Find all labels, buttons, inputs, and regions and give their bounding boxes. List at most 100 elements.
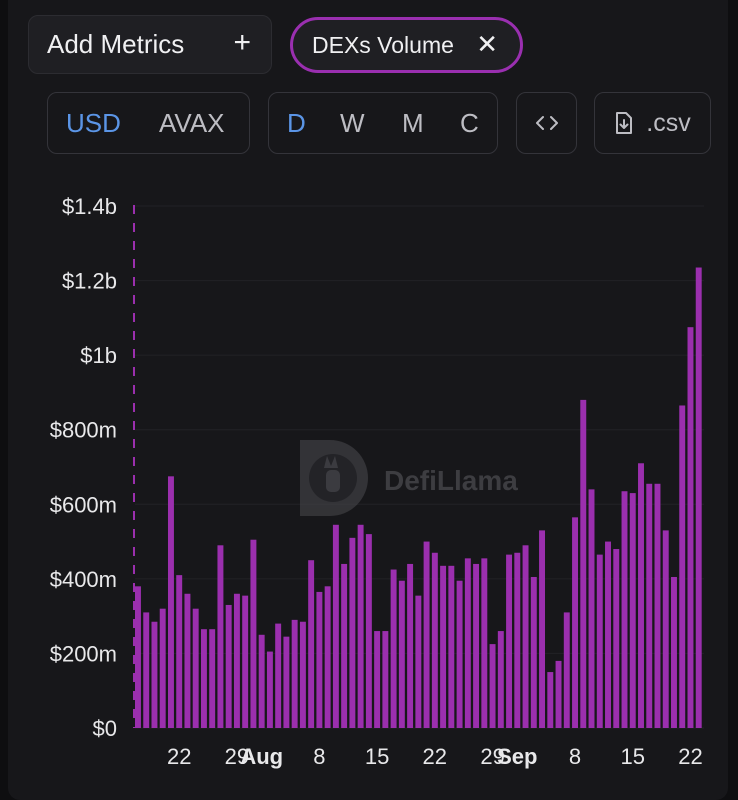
bar[interactable] xyxy=(456,580,463,728)
llama-logo xyxy=(300,440,368,516)
code-icon xyxy=(535,116,558,130)
bar[interactable] xyxy=(440,565,447,728)
add-metrics-button[interactable]: Add Metrics + xyxy=(28,15,272,74)
bar[interactable] xyxy=(209,629,216,728)
metric-chip-dexs-volume[interactable]: DEXs Volume ✕ xyxy=(290,17,523,73)
bar[interactable] xyxy=(258,634,265,728)
bar[interactable] xyxy=(646,483,653,728)
bar[interactable] xyxy=(415,595,422,728)
bar[interactable] xyxy=(299,621,306,728)
bar[interactable] xyxy=(151,621,158,728)
bar[interactable] xyxy=(250,539,257,728)
x-tick-label: 22 xyxy=(423,744,447,769)
y-tick-label: $1.4b xyxy=(62,194,117,219)
bar[interactable] xyxy=(629,493,636,728)
file-download-icon xyxy=(616,112,633,134)
bar[interactable] xyxy=(242,595,249,728)
bar[interactable] xyxy=(192,608,199,728)
period-option-c[interactable]: C xyxy=(460,108,479,138)
close-icon[interactable]: ✕ xyxy=(476,29,498,59)
bar[interactable] xyxy=(349,537,356,728)
bar[interactable] xyxy=(572,517,578,728)
period-option-w[interactable]: W xyxy=(340,108,365,138)
bar[interactable] xyxy=(200,629,207,728)
x-tick-label: 8 xyxy=(569,744,581,769)
csv-label: .csv xyxy=(646,108,691,137)
bar[interactable] xyxy=(184,593,191,728)
bar[interactable] xyxy=(654,483,661,728)
bar[interactable] xyxy=(687,327,694,728)
bar[interactable] xyxy=(217,545,224,728)
currency-toggle: USD AVAX xyxy=(47,92,250,154)
bar[interactable] xyxy=(679,405,686,728)
bar[interactable] xyxy=(374,631,381,728)
bar[interactable] xyxy=(530,576,537,728)
bar[interactable] xyxy=(275,623,282,728)
x-tick-label: 15 xyxy=(365,744,389,769)
bar[interactable] xyxy=(159,608,166,728)
bar[interactable] xyxy=(489,644,496,728)
bar[interactable] xyxy=(563,612,570,728)
bar[interactable] xyxy=(308,560,315,728)
bar[interactable] xyxy=(506,554,513,728)
bar[interactable] xyxy=(407,563,414,728)
bar[interactable] xyxy=(522,545,529,728)
bar[interactable] xyxy=(596,554,603,728)
bar[interactable] xyxy=(390,569,397,728)
period-option-d[interactable]: D xyxy=(287,108,306,138)
bar[interactable] xyxy=(176,575,183,728)
download-csv-button[interactable]: .csv xyxy=(594,92,711,154)
bar[interactable] xyxy=(143,612,150,728)
bar[interactable] xyxy=(588,489,595,728)
bar[interactable] xyxy=(539,530,546,728)
bar[interactable] xyxy=(365,534,372,728)
x-tick-label: 22 xyxy=(678,744,702,769)
currency-option-usd[interactable]: USD xyxy=(66,108,121,138)
bar[interactable] xyxy=(382,631,389,728)
x-tick-label: 8 xyxy=(313,744,325,769)
bars xyxy=(135,267,702,728)
bar[interactable] xyxy=(283,636,290,728)
bar[interactable] xyxy=(291,619,298,728)
bar[interactable] xyxy=(555,660,562,728)
metric-chip-label: DEXs Volume xyxy=(312,31,454,58)
bar[interactable] xyxy=(341,563,348,728)
bar[interactable] xyxy=(638,463,644,728)
bar[interactable] xyxy=(613,549,620,728)
bar[interactable] xyxy=(448,565,455,728)
bar[interactable] xyxy=(135,586,141,728)
bar[interactable] xyxy=(481,558,488,728)
x-tick-label: 29 xyxy=(480,744,504,769)
bar[interactable] xyxy=(332,524,339,728)
bar[interactable] xyxy=(547,672,554,728)
bar[interactable] xyxy=(233,593,240,728)
bar[interactable] xyxy=(662,530,669,728)
bar[interactable] xyxy=(464,558,471,728)
currency-option-avax[interactable]: AVAX xyxy=(159,108,225,138)
x-tick-label: Aug xyxy=(240,744,283,769)
bar[interactable] xyxy=(580,399,587,728)
add-metrics-label: Add Metrics xyxy=(47,29,185,59)
y-tick-label: $600m xyxy=(50,492,117,517)
bar[interactable] xyxy=(423,541,430,728)
bar[interactable] xyxy=(473,563,480,728)
bar[interactable] xyxy=(514,552,521,728)
bar[interactable] xyxy=(671,576,677,728)
bar[interactable] xyxy=(266,651,273,728)
bar[interactable] xyxy=(398,580,405,728)
defillama-watermark: DefiLlama xyxy=(300,440,518,516)
embed-button[interactable] xyxy=(516,92,577,154)
bar[interactable] xyxy=(621,491,628,728)
plus-icon: + xyxy=(233,26,251,59)
bar[interactable] xyxy=(431,552,438,728)
bar[interactable] xyxy=(324,586,331,728)
bar[interactable] xyxy=(605,541,611,728)
period-toggle: D W M C xyxy=(268,92,498,154)
bar[interactable] xyxy=(167,476,174,728)
period-option-m[interactable]: M xyxy=(402,108,424,138)
bar[interactable] xyxy=(225,604,232,728)
bar[interactable] xyxy=(357,524,364,728)
bar[interactable] xyxy=(316,591,323,728)
bar[interactable] xyxy=(497,631,504,728)
bar[interactable] xyxy=(695,267,702,728)
